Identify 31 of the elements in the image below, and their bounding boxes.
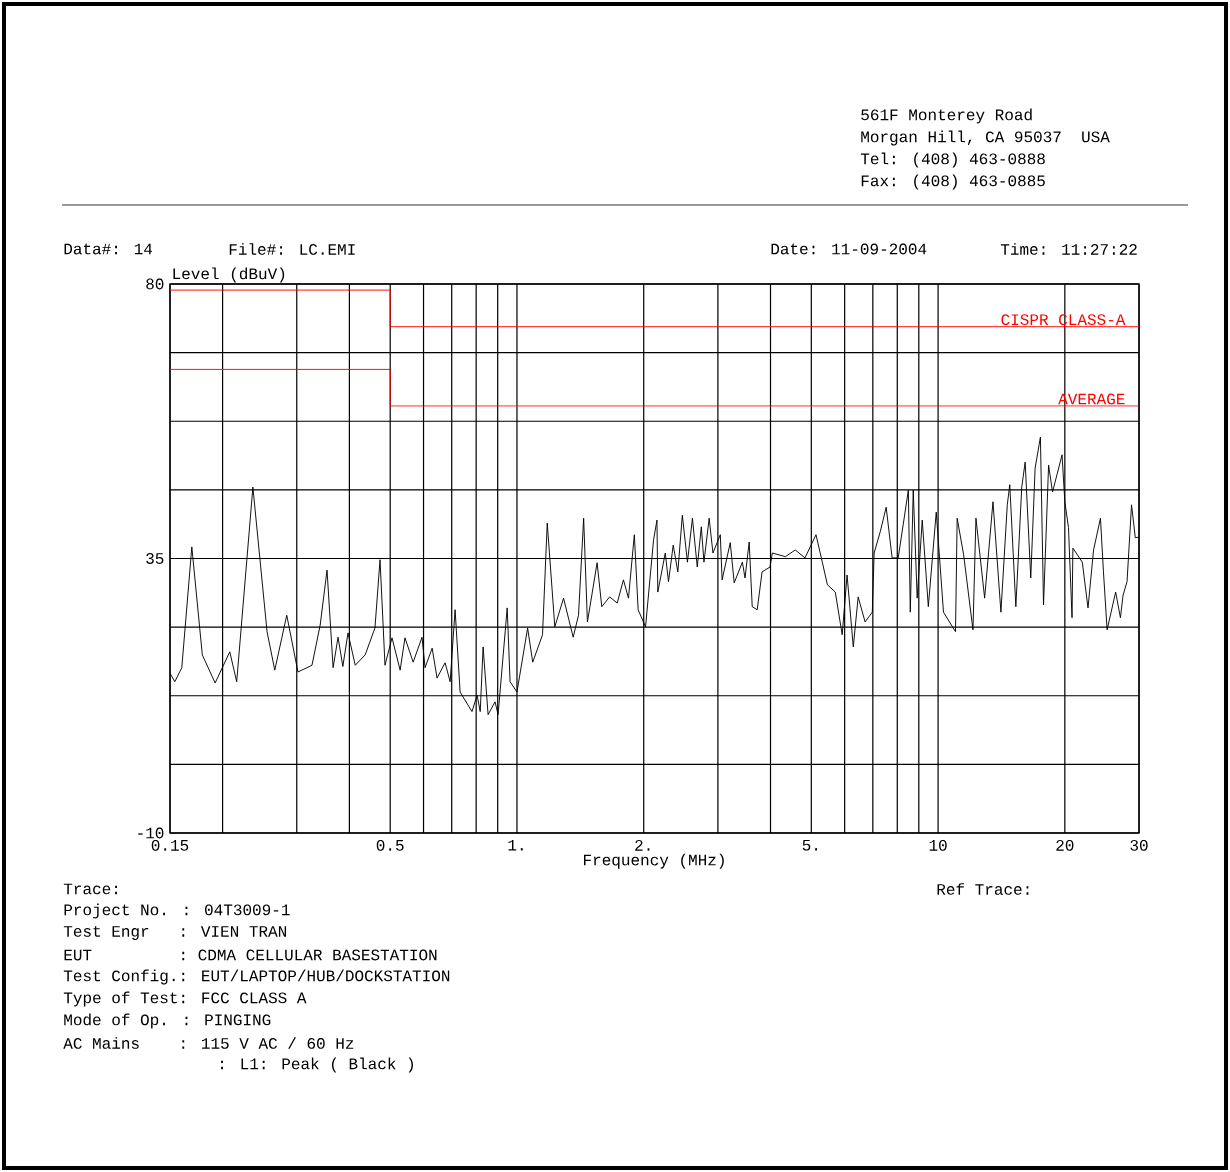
text: Data#: 14 — [64, 243, 153, 255]
text: Date: 11-09-2004 — [771, 243, 927, 255]
text: Mode of Op. : PINGING — [64, 1013, 271, 1029]
text: Test Engr : VIEN TRAN — [63, 926, 286, 940]
text: Trace: — [63, 883, 117, 895]
y-tick-label: 80 — [146, 278, 164, 290]
text: Test Config.: EUT/LAPTOP/HUB/DOCKSTATION — [63, 969, 450, 985]
x-tick-label: 20 — [1056, 839, 1074, 851]
text: EUT : CDMA CELLULAR BASESTATION — [64, 949, 437, 961]
x-tick-label: 0.15 — [151, 839, 189, 851]
x-axis-title: Frequency (MHz) — [584, 853, 724, 869]
x-tick-label: 10 — [929, 839, 947, 851]
text: Tel: (408) 463-0888 — [860, 152, 1045, 168]
x-tick-label: 2. — [635, 839, 650, 851]
y-tick-label: -10 — [138, 827, 164, 839]
y-tick-label: 35 — [146, 553, 164, 564]
text: Ref Trace: — [937, 883, 1029, 895]
text: : L1: Peak ( Black ) — [221, 1057, 413, 1073]
y-axis-title: Level (dBuV) — [173, 267, 285, 283]
x-tick-label: 30 — [1130, 839, 1148, 851]
text: Morgan Hill, CA 95037 USA — [861, 130, 1110, 146]
text: File#: LC.EMI — [229, 243, 355, 255]
text: Project No. : 04T3009-1 — [64, 903, 290, 919]
text: 561F Monterey Road — [861, 108, 1032, 124]
text: AC Mains : 115 V AC / 60 Hz — [63, 1037, 354, 1049]
x-tick-label: 1. — [508, 839, 523, 851]
x-tick-label: 5. — [802, 839, 818, 851]
x-tick-label: 0.5 — [376, 839, 404, 851]
text: Type of Test: FCC CLASS A — [63, 991, 307, 1007]
text: Fax: (408) 463-0885 — [861, 174, 1045, 190]
text: Time: 11:27:22 — [1000, 243, 1137, 255]
